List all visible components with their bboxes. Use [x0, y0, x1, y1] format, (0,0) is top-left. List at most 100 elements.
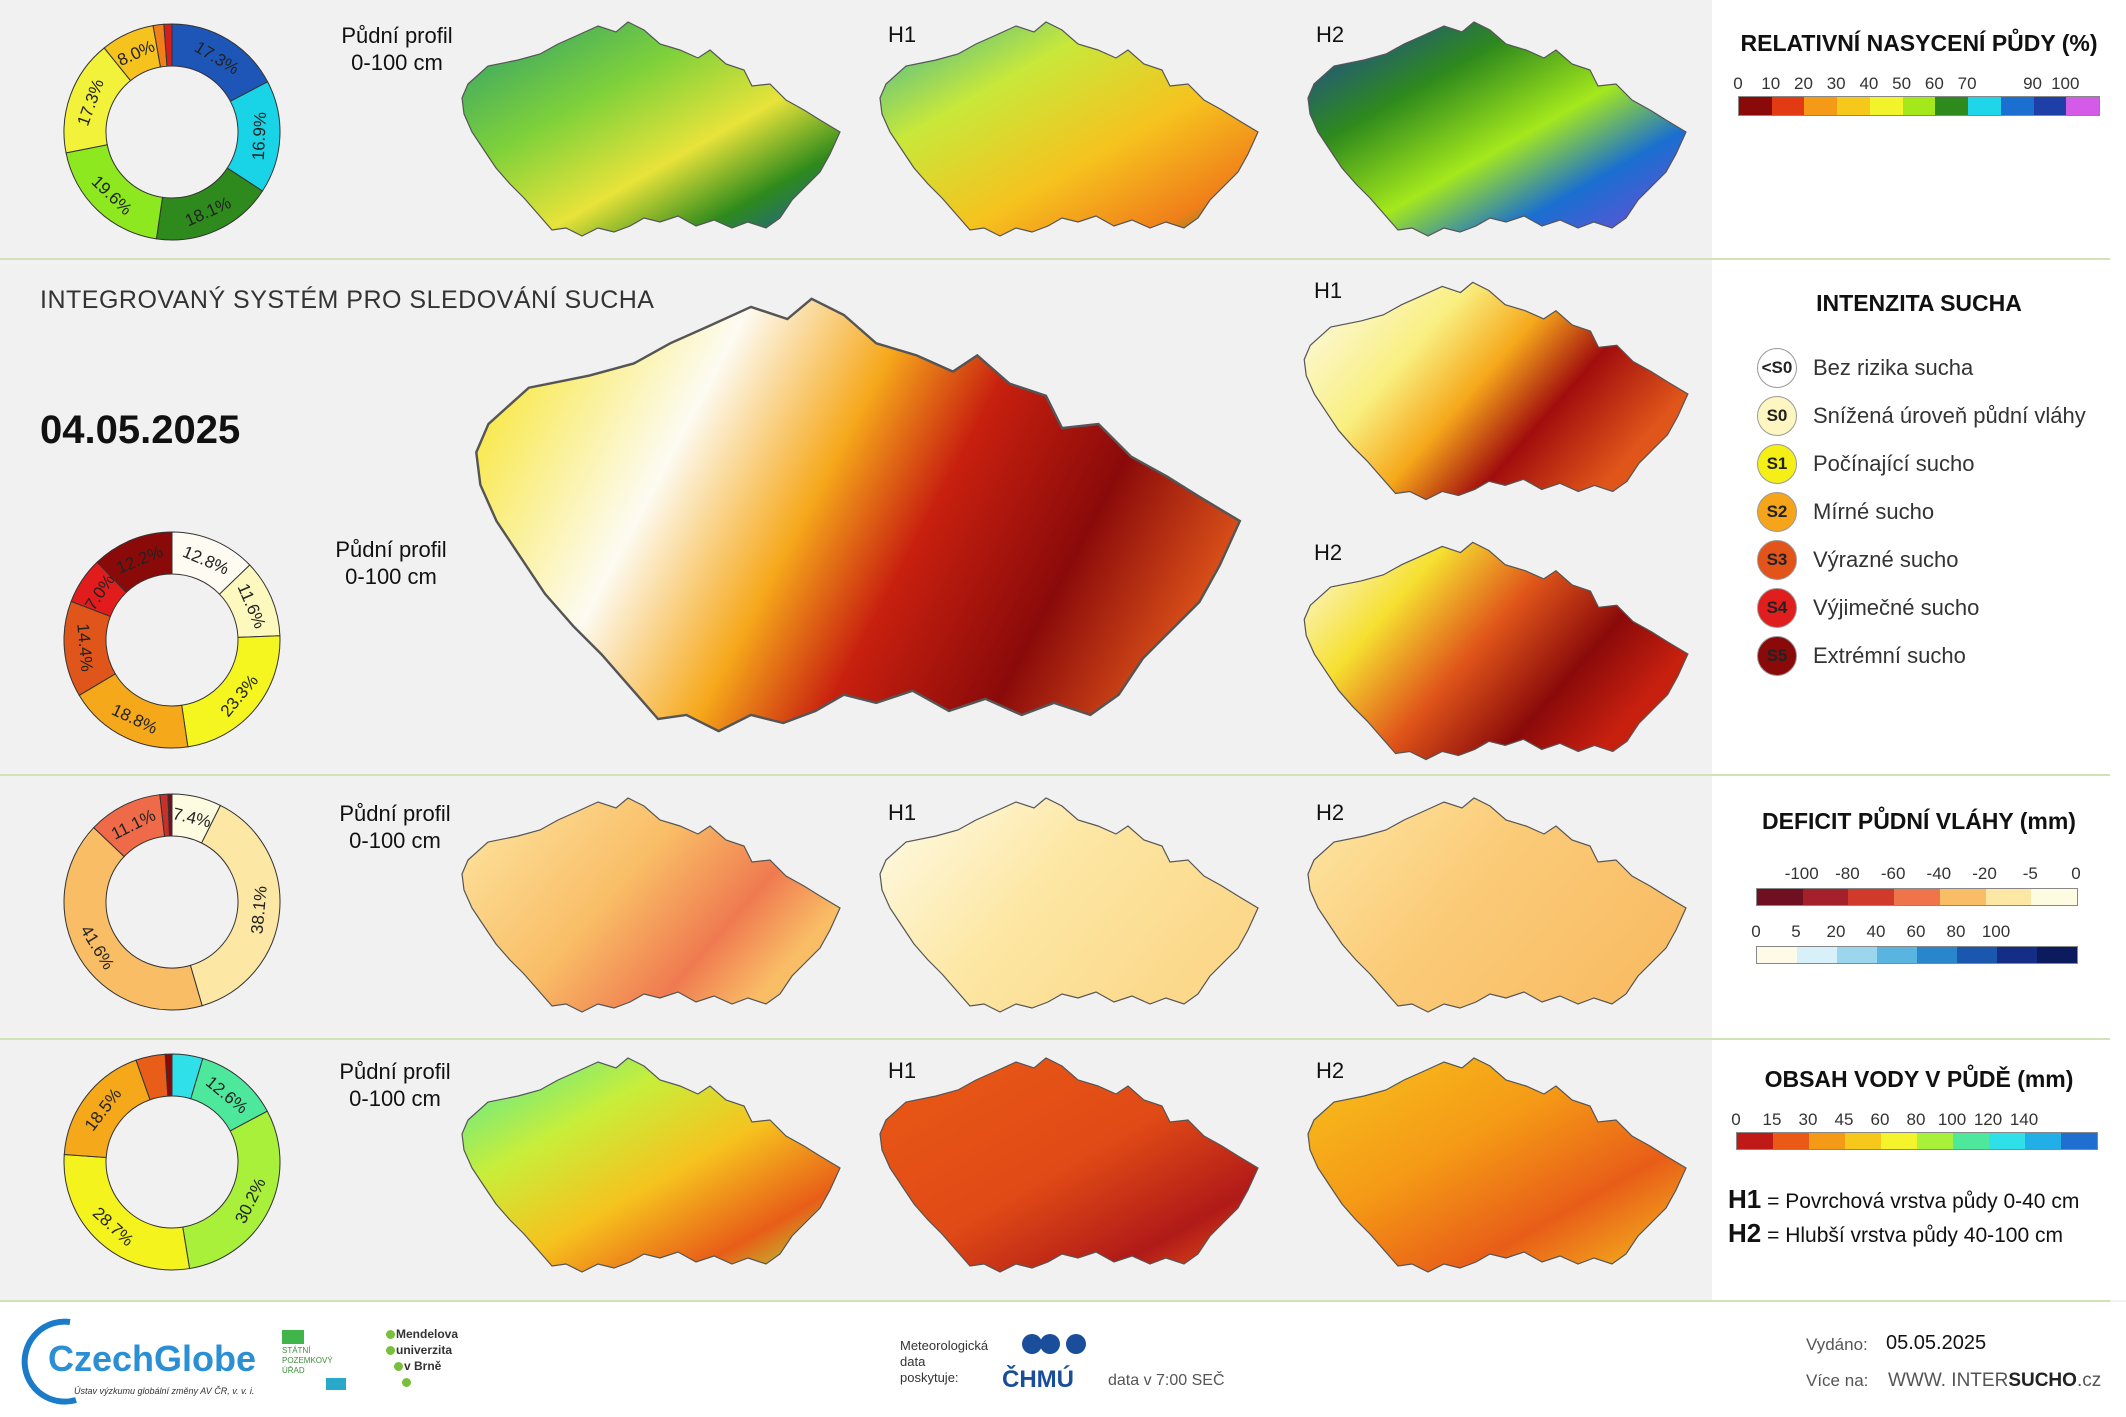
scale-swatch [2037, 947, 2077, 963]
scale-swatch [2031, 889, 2078, 905]
drought-level-badge: S0 [1757, 396, 1797, 436]
scale-swatch [1917, 1133, 1953, 1149]
drought-level-label: Počínající sucho [1813, 451, 1975, 476]
h1-label: H1 [888, 1058, 917, 1083]
map-drought-profile [475, 297, 1242, 733]
scale-swatch [1869, 97, 1903, 115]
drought-level-label: Extrémní sucho [1813, 643, 1966, 668]
scale-swatch [1917, 947, 1957, 963]
scale-tick: 40 [1859, 74, 1879, 93]
scale-tick: 50 [1892, 74, 1912, 93]
h2-label: H2 [1316, 800, 1345, 825]
drought-level-badge: S2 [1757, 492, 1797, 532]
drought-level-badge: S1 [1757, 444, 1797, 484]
donut-drought: 12.8%11.6%23.3%18.8%14.4%7.0%12.2% [63, 531, 281, 749]
scale-swatch [1894, 889, 1940, 905]
scale-swatch [1881, 1133, 1917, 1149]
map-drought-h2 [1303, 541, 1689, 761]
scale-tick: -100 [1784, 864, 1819, 883]
drought-level-item: S2 Mírné sucho [1757, 492, 1934, 532]
scale-tick: 100 [1937, 1110, 1967, 1129]
scale-tick: 90 [2023, 74, 2042, 93]
legend-saturation-title: RELATIVNÍ NASYCENÍ PŮDY (%) [1740, 30, 2098, 56]
scale-tick: -5 [2022, 864, 2038, 883]
scale-swatch [1757, 889, 1803, 905]
intersucho-link[interactable]: WWW. INTERSUCHO.cz [1888, 1370, 2102, 1391]
map-saturation-h1 [879, 21, 1259, 237]
legend-water-title: OBSAH VODY V PŮDĚ (mm) [1764, 1066, 2074, 1092]
scale-swatch [1953, 1133, 1989, 1149]
scale-tick: 140 [2009, 1110, 2039, 1129]
drought-level-badge: <S0 [1757, 348, 1797, 388]
scale-tick: 20 [1793, 74, 1813, 93]
donut-segment [189, 804, 281, 1007]
scale-swatch [1771, 97, 1805, 115]
donut-label: 14.4% [73, 623, 96, 673]
scale-swatch [1739, 97, 1772, 115]
drought-level-badge: S3 [1757, 540, 1797, 580]
scale-tick: 5 [1791, 922, 1801, 941]
scale-tick: 100 [2051, 74, 2080, 93]
chmu-logo-icon [1018, 1332, 1088, 1356]
scale-swatch [1968, 97, 2001, 115]
drought-level-item: S5 Extrémní sucho [1757, 636, 1966, 676]
czechglobe-subtitle: Ústav výzkumu globální změny AV ČR, v. v… [74, 1386, 255, 1396]
data-time-note: data v 7:00 SEČ [1108, 1372, 1225, 1389]
scale-swatch [1737, 1133, 1773, 1149]
h1-label: H1 [888, 800, 917, 825]
profile-label: Půdní profil 0-100 cm [335, 537, 447, 589]
czechglobe-logo: CzechGlobe [48, 1338, 257, 1379]
scale-tick: 60 [1906, 922, 1926, 941]
scale-swatch [1804, 97, 1838, 115]
scale-tick: 30 [1798, 1110, 1818, 1129]
drought-level-badge: S4 [1757, 588, 1797, 628]
donut-label: 16.9% [249, 112, 270, 161]
map-water-profile [461, 1057, 841, 1273]
row-separator [0, 1300, 2110, 1302]
scale-swatch [2033, 97, 2067, 115]
scale-swatch [1957, 947, 1997, 963]
h2-label: H2 [1314, 540, 1343, 565]
row-separator [0, 774, 2110, 776]
legend-deficit-neg-ticks: -100 -80 -60 -40 -20 -5 0 [1756, 864, 2081, 884]
scale-swatch [1802, 889, 1849, 905]
donut-segment [96, 531, 173, 594]
donut-segment [182, 1110, 281, 1270]
legend-saturation-scale [1738, 96, 2100, 116]
issued-date: 05.05.2025 [1886, 1332, 1987, 1354]
drought-level-badge: S5 [1757, 636, 1797, 676]
donut-segment [163, 23, 173, 67]
scale-tick: -20 [1972, 864, 1997, 883]
legend-deficit-pos-scale [1756, 946, 2078, 964]
donut-segment [63, 826, 203, 1011]
profile-label: Půdní profil 0-100 cm [341, 23, 453, 75]
scale-tick: 60 [1924, 74, 1944, 93]
drought-level-item: S0 Snížená úroveň půdní vláhy [1757, 396, 2086, 436]
map-deficit-h1 [879, 797, 1259, 1013]
scale-swatch [1809, 1133, 1845, 1149]
map-water-h1 [879, 1057, 1259, 1273]
spu-logo-icon [282, 1330, 304, 1344]
scale-tick: 10 [1761, 74, 1781, 93]
legend-deficit-title: DEFICIT PŮDNÍ VLÁHY (mm) [1762, 808, 2076, 834]
scale-swatch [1797, 947, 1837, 963]
scale-swatch [1935, 97, 1969, 115]
scale-tick: 80 [1946, 922, 1966, 941]
scale-tick: 15 [1762, 1110, 1782, 1129]
legend-water-ticks: 0 15 30 45 60 80 100 120 140 [1731, 1110, 2096, 1130]
map-date: 04.05.2025 [40, 408, 241, 452]
drought-level-label: Snížená úroveň půdní vláhy [1813, 403, 2086, 428]
scale-tick: 120 [1973, 1110, 2003, 1129]
scale-swatch [1985, 889, 2032, 905]
donut-segment [164, 1053, 173, 1097]
drought-level-label: Výrazné sucho [1813, 547, 1959, 572]
scale-swatch [1837, 947, 1877, 963]
map-deficit-h2 [1307, 797, 1687, 1013]
map-saturation-profile [461, 21, 841, 237]
legend-deficit-neg-scale [1756, 888, 2078, 906]
legend-water-scale [1736, 1132, 2098, 1150]
scale-tick: 0 [1751, 922, 1761, 941]
scale-swatch [1997, 947, 2037, 963]
scale-swatch [2025, 1133, 2061, 1149]
scale-swatch [1902, 97, 1936, 115]
